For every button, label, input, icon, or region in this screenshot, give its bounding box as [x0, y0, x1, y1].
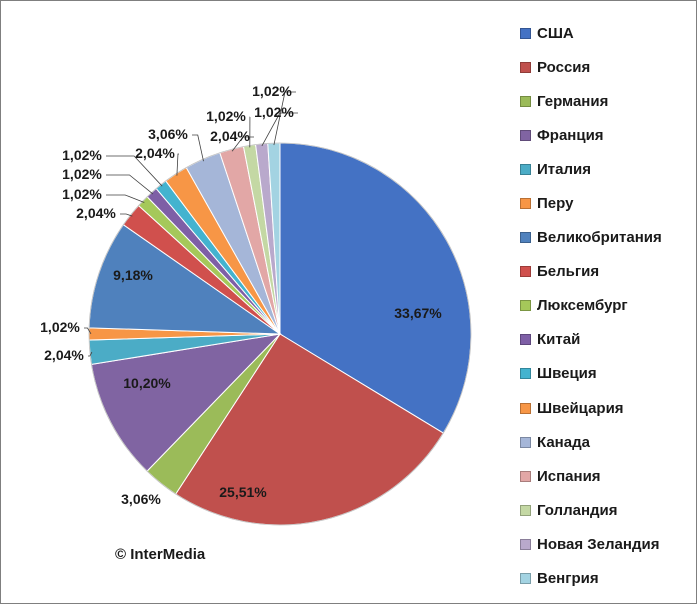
slice-label-15: 1,02%: [254, 104, 294, 120]
legend-item: Швейцария: [520, 391, 692, 425]
legend-swatch: [520, 232, 531, 244]
leader-line-12: [192, 134, 204, 162]
legend-label: Швеция: [537, 365, 597, 383]
legend-swatch: [520, 470, 531, 482]
legend-swatch: [520, 266, 531, 278]
slice-label-1: 25,51%: [219, 484, 267, 500]
slice-label-11: 2,04%: [135, 145, 175, 161]
legend-label: Голландия: [537, 501, 618, 519]
slice-label-9: 1,02%: [62, 166, 102, 182]
legend-item: Испания: [520, 459, 692, 493]
leader-line-10: [106, 155, 163, 187]
legend-item: Швеция: [520, 357, 692, 391]
slice-label-5: 1,02%: [40, 319, 80, 335]
legend-swatch: [520, 538, 531, 550]
slice-label-7: 2,04%: [76, 205, 116, 221]
legend-swatch: [520, 436, 531, 448]
legend-label: Канада: [537, 433, 590, 451]
legend-item: Великобритания: [520, 221, 692, 255]
legend-swatch: [520, 368, 531, 380]
legend-label: Италия: [537, 160, 591, 178]
legend-label: Китай: [537, 331, 581, 349]
leader-line-4: [88, 351, 93, 357]
legend-swatch: [520, 573, 531, 585]
legend-item: Россия: [520, 50, 692, 84]
legend-label: Бельгия: [537, 263, 600, 281]
legend-swatch: [520, 300, 531, 312]
legend-swatch: [520, 129, 531, 141]
legend-label: США: [537, 24, 574, 42]
slice-label-14: 1,02%: [206, 108, 246, 124]
slice-label-4: 2,04%: [44, 347, 84, 363]
legend-item: Голландия: [520, 493, 692, 527]
legend-item: Германия: [520, 84, 692, 118]
leader-line-8: [106, 194, 145, 203]
legend-item: США: [520, 16, 692, 50]
legend-item: Новая Зеландия: [520, 527, 692, 561]
legend-label: Венгрия: [537, 570, 599, 588]
leader-line-16: [273, 91, 296, 146]
legend-label: Испания: [537, 467, 601, 485]
legend-item: Франция: [520, 118, 692, 152]
leader-line-13: [231, 136, 254, 152]
legend-label: Германия: [537, 92, 609, 110]
slice-label-2: 3,06%: [121, 491, 161, 507]
legend-swatch: [520, 163, 531, 175]
legend-swatch: [520, 61, 531, 73]
slice-label-0: 33,67%: [394, 305, 442, 321]
legend-item: Италия: [520, 152, 692, 186]
slice-label-10: 1,02%: [62, 147, 102, 163]
pie-slices: [88, 142, 472, 526]
legend-item: Перу: [520, 186, 692, 220]
leader-line-5: [84, 327, 92, 335]
leader-lines: [84, 91, 298, 357]
leader-line-7: [120, 213, 133, 217]
legend-label: Новая Зеландия: [537, 535, 660, 553]
legend-label: Великобритания: [537, 229, 662, 247]
slice-label-12: 3,06%: [148, 126, 188, 142]
legend-item: Бельгия: [520, 255, 692, 289]
legend-label: Швейцария: [537, 399, 624, 417]
slice-labels: 33,67%25,51%3,06%10,20%2,04%1,02%9,18%2,…: [40, 83, 442, 507]
legend-label: Россия: [537, 58, 591, 76]
legend-label: Франция: [537, 126, 604, 144]
slice-label-16: 1,02%: [252, 83, 292, 99]
legend-label: Перу: [537, 195, 574, 213]
leader-line-11: [176, 153, 179, 176]
legend-swatch: [520, 402, 531, 414]
copyright-text: © InterMedia: [115, 546, 206, 563]
legend-swatch: [520, 27, 531, 39]
legend-swatch: [520, 95, 531, 107]
slice-label-3: 10,20%: [123, 375, 171, 391]
legend-swatch: [520, 334, 531, 346]
pie-outline: [88, 142, 472, 526]
leader-line-15: [261, 112, 298, 147]
slice-label-8: 1,02%: [62, 186, 102, 202]
legend-item: Китай: [520, 323, 692, 357]
legend-item: Канада: [520, 425, 692, 459]
leader-line-9: [106, 174, 154, 195]
legend-swatch: [520, 504, 531, 516]
slice-label-6: 9,18%: [113, 267, 153, 283]
legend-item: Венгрия: [520, 562, 692, 596]
legend: США Россия Германия Франция Италия Перу Велико…: [520, 16, 692, 596]
legend-swatch: [520, 198, 531, 210]
slice-label-13: 2,04%: [210, 128, 250, 144]
legend-label: Люксембург: [537, 297, 628, 315]
legend-item: Люксембург: [520, 289, 692, 323]
